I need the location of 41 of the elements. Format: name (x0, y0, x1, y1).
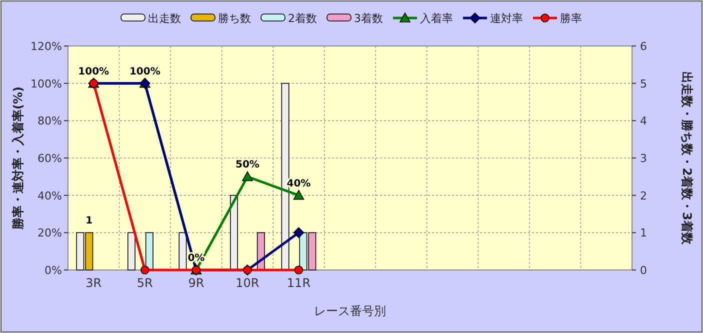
y2-tick-label: 0 (640, 264, 647, 277)
x-tick-label: 9R (188, 276, 204, 290)
y2-tick-label: 2 (640, 189, 647, 202)
x-tick-label: 3R (86, 276, 102, 290)
y2-axis-title: 出走数・勝ち数・2着数・3着数 (680, 72, 694, 246)
y2-tick-label: 4 (640, 114, 647, 128)
y-axis-title: 勝率・連対率・入着率(%) (11, 86, 25, 230)
x-tick-label: 5R (136, 276, 153, 290)
legend-label: 出走数 (148, 12, 181, 25)
legend-label: 勝ち数 (218, 12, 251, 25)
legend-label: 勝率 (560, 12, 582, 25)
bar (178, 232, 187, 270)
y-tick-label: 120% (30, 40, 62, 53)
data-label: 100% (78, 66, 110, 78)
legend-label: 連対率 (490, 12, 523, 25)
point (294, 266, 304, 274)
data-label: 1 (86, 216, 93, 227)
point (140, 266, 150, 274)
legend-label: 入着率 (420, 12, 453, 25)
x-tick-label: 10R (236, 276, 260, 290)
x-tick-label: 11R (286, 276, 311, 290)
y-tick-label: 20% (38, 226, 62, 240)
y-tick-label: 100% (30, 77, 62, 90)
bar (127, 232, 136, 270)
point (293, 227, 304, 238)
data-label: 50% (235, 160, 260, 171)
y-tick-label: 40% (38, 189, 62, 202)
legend-label: 2着数 (288, 12, 317, 25)
y2-tick-label: 6 (640, 40, 647, 53)
bar (230, 194, 238, 270)
y2-tick-label: 1 (640, 226, 647, 240)
legend-label: 3着数 (354, 12, 383, 25)
y-tick-label: 60% (38, 152, 62, 165)
y-tick-label: 0% (44, 264, 62, 277)
y-tick-label: 80% (38, 114, 62, 128)
y2-tick-label: 5 (640, 77, 647, 90)
point (242, 171, 253, 182)
x-axis-title: レース番号別 (314, 304, 386, 318)
y2-tick-label: 3 (640, 152, 647, 165)
data-label: 100% (129, 66, 160, 78)
point (293, 190, 304, 200)
